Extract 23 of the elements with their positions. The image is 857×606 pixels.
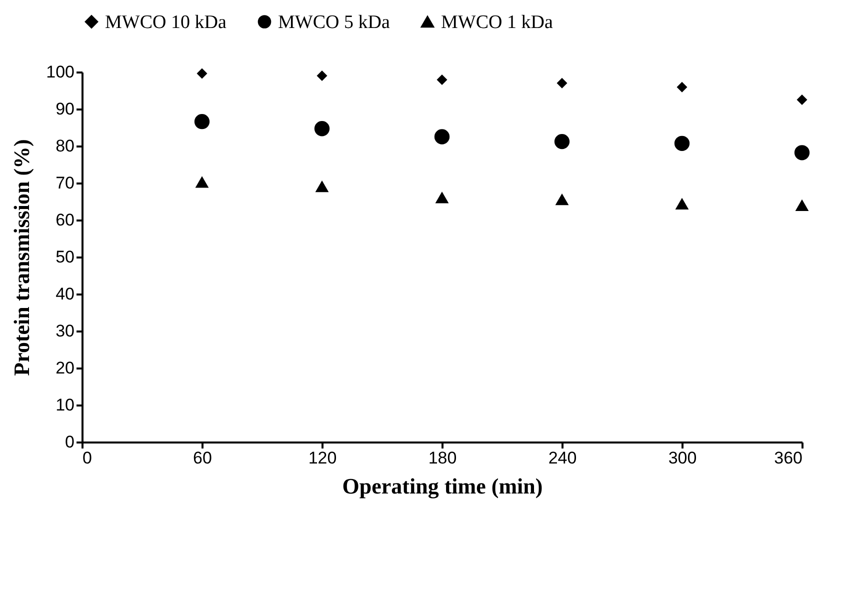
y-tick-label: 100 xyxy=(46,62,74,82)
y-tick-label: 20 xyxy=(56,358,74,378)
y-tick-label: 10 xyxy=(56,396,74,414)
legend-label: MWCO 1 kDa xyxy=(441,12,554,33)
y-tick-label: 80 xyxy=(56,136,74,156)
y-tick-label: 0 xyxy=(65,432,74,452)
x-tick-label: 300 xyxy=(668,448,697,468)
y-tick-label: 50 xyxy=(56,248,74,266)
y-tick-label: 40 xyxy=(56,284,74,304)
y-axis-title: Protein transmission (%) xyxy=(9,139,34,376)
x-tick-label: 240 xyxy=(548,448,577,468)
legend-label: MWCO 5 kDa xyxy=(278,12,390,33)
x-tick-label: 180 xyxy=(428,448,457,468)
x-tick-label: 120 xyxy=(308,448,337,468)
y-tick-label: 60 xyxy=(56,210,74,230)
x-axis-title: Operating time (min) xyxy=(342,474,543,498)
x-tick-label: 60 xyxy=(193,448,212,468)
x-tick-label: 0 xyxy=(82,448,92,468)
x-tick-label: 360 xyxy=(774,448,802,468)
y-tick-label: 70 xyxy=(56,174,74,192)
y-tick-label: 90 xyxy=(56,100,74,118)
y-tick-label: 30 xyxy=(56,322,74,340)
legend-label: MWCO 10 kDa xyxy=(105,12,227,33)
